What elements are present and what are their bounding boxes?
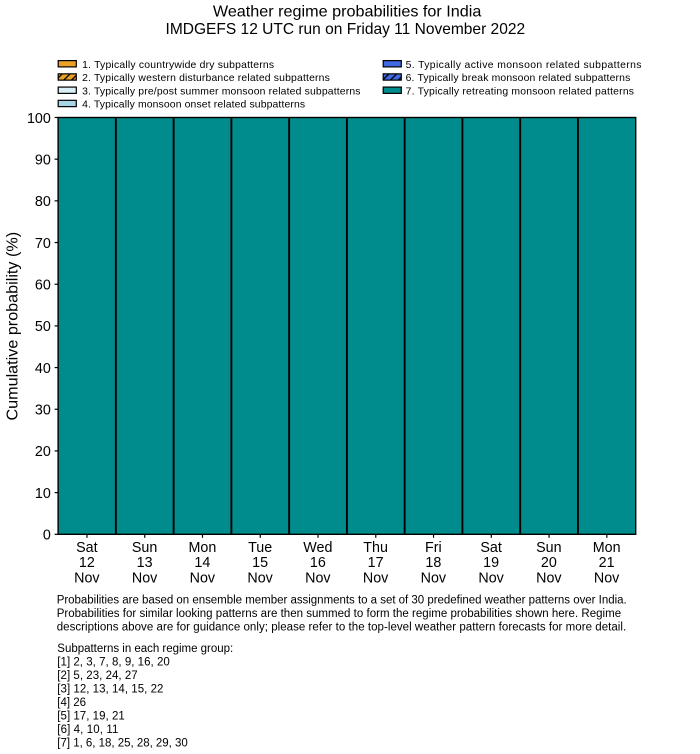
svg-text:[4] 26: [4] 26 (57, 697, 86, 709)
svg-text:[7] 1, 6, 18, 25, 28, 29, 30: [7] 1, 6, 18, 25, 28, 29, 30 (57, 737, 188, 749)
svg-text:12: 12 (79, 555, 95, 571)
svg-text:Sun: Sun (132, 540, 157, 556)
svg-text:Nov: Nov (421, 571, 447, 587)
svg-text:Sat: Sat (480, 540, 501, 556)
svg-text:Mon: Mon (593, 540, 621, 556)
svg-text:21: 21 (599, 555, 615, 571)
svg-text:Probabilities are based on ens: Probabilities are based on ensemble memb… (57, 595, 627, 607)
svg-text:2. Typically western disturban: 2. Typically western disturbance related… (82, 73, 330, 84)
svg-text:13: 13 (137, 555, 153, 571)
svg-text:4. Typically monsoon onset rel: 4. Typically monsoon onset related subpa… (82, 100, 305, 111)
svg-text:Sat: Sat (76, 540, 97, 556)
svg-text:20: 20 (541, 555, 557, 571)
svg-text:18: 18 (425, 555, 441, 571)
svg-text:7. Typically retreating monsoo: 7. Typically retreating monsoon related … (406, 86, 634, 97)
svg-text:[3] 12, 13, 14, 15, 22: [3] 12, 13, 14, 15, 22 (57, 684, 163, 696)
svg-text:Subpatterns in each regime gro: Subpatterns in each regime group: (57, 643, 233, 655)
svg-text:[1] 2, 3, 7, 8, 9, 16, 20: [1] 2, 3, 7, 8, 9, 16, 20 (57, 657, 170, 669)
svg-text:[2] 5, 23, 24, 27: [2] 5, 23, 24, 27 (57, 670, 137, 682)
svg-text:90: 90 (35, 152, 51, 168)
svg-text:17: 17 (368, 555, 384, 571)
svg-text:50: 50 (35, 319, 51, 335)
svg-text:Sun: Sun (536, 540, 561, 556)
svg-text:20: 20 (35, 444, 51, 460)
svg-text:40: 40 (35, 361, 51, 377)
svg-text:100: 100 (27, 111, 51, 127)
svg-text:Nov: Nov (74, 571, 100, 587)
svg-text:Nov: Nov (594, 571, 620, 587)
svg-text:30: 30 (35, 403, 51, 419)
svg-text:Nov: Nov (305, 571, 331, 587)
svg-text:5. Typically active monsoon re: 5. Typically active monsoon related subp… (406, 60, 642, 71)
svg-text:14: 14 (194, 555, 210, 571)
svg-text:Probabilities for similar look: Probabilities for similar looking patter… (57, 608, 621, 620)
svg-text:3. Typically pre/post summer m: 3. Typically pre/post summer monsoon rel… (82, 86, 360, 97)
svg-text:[5] 17, 19, 21: [5] 17, 19, 21 (57, 710, 125, 722)
svg-text:Wed: Wed (303, 540, 332, 556)
svg-text:60: 60 (35, 278, 51, 294)
svg-text:16: 16 (310, 555, 326, 571)
svg-text:Nov: Nov (132, 571, 158, 587)
svg-text:Nov: Nov (247, 571, 273, 587)
svg-text:Weather regime probabilities f: Weather regime probabilities for India (213, 3, 482, 20)
svg-text:15: 15 (252, 555, 268, 571)
svg-text:Cumulative probability (%): Cumulative probability (%) (5, 232, 22, 421)
svg-text:1. Typically countrywide dry s: 1. Typically countrywide dry subpatterns (82, 60, 274, 71)
svg-text:Nov: Nov (478, 571, 504, 587)
svg-text:IMDGEFS 12 UTC run on Friday 1: IMDGEFS 12 UTC run on Friday 11 November… (166, 21, 526, 38)
svg-text:Nov: Nov (363, 571, 389, 587)
svg-text:Tue: Tue (248, 540, 272, 556)
svg-text:80: 80 (35, 194, 51, 210)
svg-text:10: 10 (35, 486, 51, 502)
svg-text:descriptions above are for gui: descriptions above are for guidance only… (57, 621, 627, 633)
svg-text:Nov: Nov (536, 571, 562, 587)
svg-text:Thu: Thu (363, 540, 388, 556)
svg-text:Nov: Nov (190, 571, 216, 587)
svg-text:[6] 4, 10, 11: [6] 4, 10, 11 (57, 724, 118, 736)
svg-text:6. Typically break monsoon rel: 6. Typically break monsoon related subpa… (406, 73, 631, 84)
svg-text:Mon: Mon (188, 540, 216, 556)
svg-text:Fri: Fri (425, 540, 442, 556)
svg-text:70: 70 (35, 236, 51, 252)
svg-text:19: 19 (483, 555, 499, 571)
svg-text:0: 0 (43, 528, 51, 544)
